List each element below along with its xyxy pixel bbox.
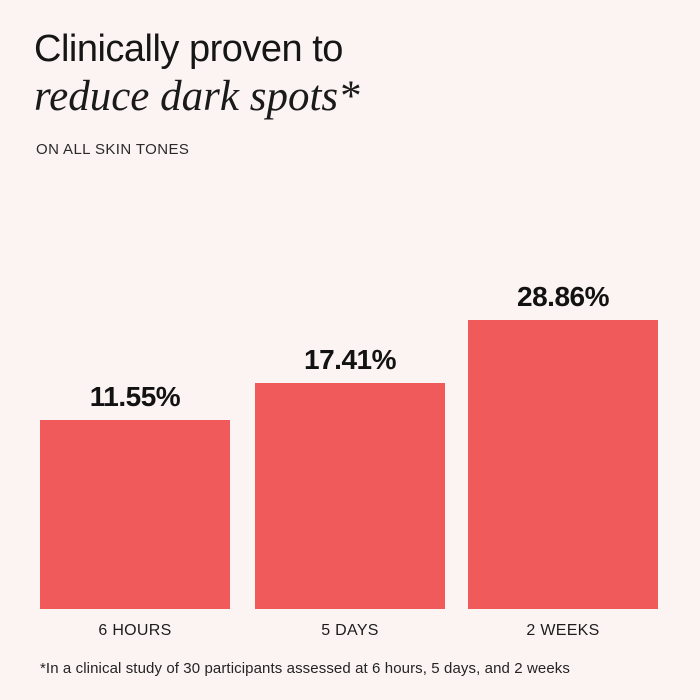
- value-label: 17.41%: [304, 344, 396, 375]
- bar-2-weeks: [468, 320, 658, 609]
- category-label: 2 WEEKS: [526, 622, 600, 639]
- bar-group-6-hours: 11.55% 6 HOURS: [40, 381, 230, 639]
- header: Clinically proven to reduce dark spots*: [34, 26, 360, 122]
- bar-group-5-days: 17.41% 5 DAYS: [255, 344, 445, 639]
- page-title-line1: Clinically proven to: [34, 28, 343, 70]
- bar-5-days: [255, 383, 445, 609]
- bar-6-hours: [40, 420, 230, 609]
- eyebrow-skin-tones: ON ALL SKIN TONES: [36, 141, 190, 158]
- value-label: 11.55%: [89, 381, 181, 412]
- category-label: 5 DAYS: [321, 622, 379, 639]
- page-title-line2: reduce dark spots*: [34, 73, 360, 120]
- footnote: *In a clinical study of 30 participants …: [40, 660, 570, 677]
- bar-group-2-weeks: 28.86% 2 WEEKS: [468, 281, 658, 639]
- value-label: 28.86%: [517, 281, 609, 312]
- category-label: 6 HOURS: [98, 622, 172, 639]
